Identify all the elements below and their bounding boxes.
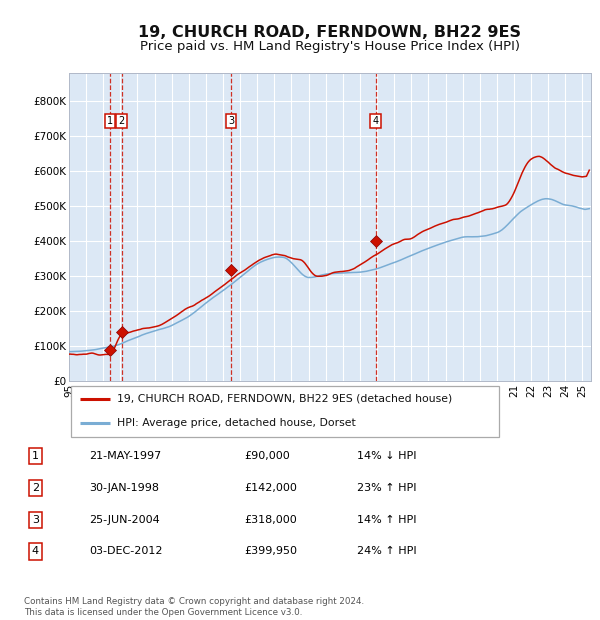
Text: Price paid vs. HM Land Registry's House Price Index (HPI): Price paid vs. HM Land Registry's House … (140, 40, 520, 53)
Text: 25-JUN-2004: 25-JUN-2004 (89, 515, 160, 525)
Text: 2: 2 (119, 116, 125, 126)
Text: 1: 1 (32, 451, 39, 461)
Text: £142,000: £142,000 (244, 483, 297, 493)
Text: Contains HM Land Registry data © Crown copyright and database right 2024.
This d: Contains HM Land Registry data © Crown c… (24, 598, 364, 617)
Text: HPI: Average price, detached house, Dorset: HPI: Average price, detached house, Dors… (116, 418, 355, 428)
Text: £399,950: £399,950 (244, 546, 297, 556)
Text: £90,000: £90,000 (244, 451, 290, 461)
Text: 21-MAY-1997: 21-MAY-1997 (89, 451, 161, 461)
Text: 3: 3 (32, 515, 39, 525)
Text: 14% ↑ HPI: 14% ↑ HPI (357, 515, 416, 525)
Text: £318,000: £318,000 (244, 515, 297, 525)
Text: 19, CHURCH ROAD, FERNDOWN, BH22 9ES (detached house): 19, CHURCH ROAD, FERNDOWN, BH22 9ES (det… (116, 394, 452, 404)
Text: 23% ↑ HPI: 23% ↑ HPI (357, 483, 416, 493)
FancyBboxPatch shape (71, 386, 499, 436)
Text: 24% ↑ HPI: 24% ↑ HPI (357, 546, 416, 556)
Text: 3: 3 (228, 116, 235, 126)
Text: 14% ↓ HPI: 14% ↓ HPI (357, 451, 416, 461)
Text: 4: 4 (373, 116, 379, 126)
Text: 2: 2 (32, 483, 39, 493)
Text: 03-DEC-2012: 03-DEC-2012 (89, 546, 163, 556)
Text: 30-JAN-1998: 30-JAN-1998 (89, 483, 159, 493)
Text: 19, CHURCH ROAD, FERNDOWN, BH22 9ES: 19, CHURCH ROAD, FERNDOWN, BH22 9ES (139, 25, 521, 40)
Text: 4: 4 (32, 546, 39, 556)
Text: 1: 1 (107, 116, 113, 126)
